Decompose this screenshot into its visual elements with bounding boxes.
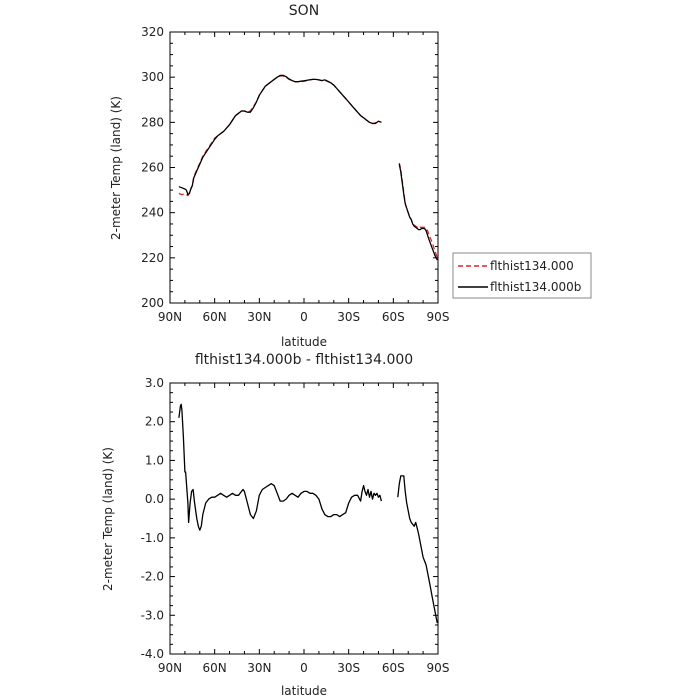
- top-x-axis-title: latitude: [281, 335, 327, 349]
- top-y-tick-label: 320: [141, 25, 164, 39]
- legend: flthist134.000 flthist134.000b: [452, 252, 592, 299]
- bottom-chart-title: flthist134.000b - flthist134.000: [195, 352, 413, 368]
- bottom-y-tick-label: -2.0: [141, 570, 164, 584]
- bottom-chart-panel: flthist134.000b - flthist134.000 90N 60N 3…: [101, 352, 449, 698]
- top-series-0-line-segment-1: [398, 162, 438, 259]
- bottom-x-axis-title: latitude: [281, 684, 327, 698]
- bottom-y-tick-label: -4.0: [141, 647, 164, 661]
- top-chart-panel: SON 90N 60N 30N 0 30S 60S 90S 200 220 240 260 280 30…: [109, 3, 592, 349]
- bottom-x-tick-label: 90S: [427, 661, 450, 675]
- top-x-tick-label: 90N: [158, 310, 182, 324]
- bottom-series-0-line-segment-0: [178, 403, 383, 531]
- top-y-tick-label: 200: [141, 296, 164, 310]
- bottom-x-tick-label: 60S: [382, 661, 405, 675]
- top-y-tick-label: 220: [141, 251, 164, 265]
- bottom-y-tick-label: 2.0: [145, 415, 164, 429]
- bottom-x-tick-label: 0: [300, 661, 308, 675]
- bottom-y-tick-label: 0.0: [145, 492, 164, 506]
- top-x-tick-label: 60S: [382, 310, 405, 324]
- top-y-tick-label: 260: [141, 161, 164, 175]
- bottom-x-tick-label: 60N: [203, 661, 227, 675]
- bottom-axis-ticks: 90N 60N 30N 0 30S 60S 90S -4.0 -3.0 -2.0 -1.0 0.0 1.…: [141, 376, 450, 675]
- top-x-tick-label: 60N: [203, 310, 227, 324]
- top-y-tick-label: 240: [141, 206, 164, 220]
- bottom-x-tick-label: 30S: [337, 661, 360, 675]
- bottom-series-group: [178, 403, 438, 624]
- legend-box: [452, 252, 592, 299]
- bottom-x-tick-label: 90N: [158, 661, 182, 675]
- top-axis-ticks: 90N 60N 30N 0 30S 60S 90S 200 220 240 260 280 300 320: [141, 25, 449, 324]
- top-x-tick-label: 0: [300, 310, 308, 324]
- bottom-y-tick-label: 1.0: [145, 453, 164, 467]
- bottom-series-0-line-segment-1: [397, 475, 438, 624]
- legend-label-series-0: flthist134.000: [490, 259, 574, 273]
- top-series-1-line-segment-0: [178, 74, 382, 196]
- bottom-y-tick-label: -3.0: [141, 608, 164, 622]
- bottom-y-axis-title: 2-meter Temp (land) (K): [101, 447, 115, 591]
- bottom-y-tick-label: 3.0: [145, 376, 164, 390]
- top-series-1-line-segment-1: [398, 163, 438, 261]
- top-x-tick-label: 30S: [337, 310, 360, 324]
- top-x-tick-label: 90S: [427, 310, 450, 324]
- bottom-x-tick-label: 30N: [247, 661, 271, 675]
- top-y-axis-title: 2-meter Temp (land) (K): [109, 96, 123, 240]
- legend-label-series-1: flthist134.000b: [490, 280, 581, 294]
- top-y-tick-label: 300: [141, 70, 164, 84]
- top-series-group: [178, 74, 438, 261]
- top-x-tick-label: 30N: [247, 310, 271, 324]
- top-y-tick-label: 280: [141, 115, 164, 129]
- top-chart-title: SON: [289, 3, 319, 19]
- bottom-y-tick-label: -1.0: [141, 531, 164, 545]
